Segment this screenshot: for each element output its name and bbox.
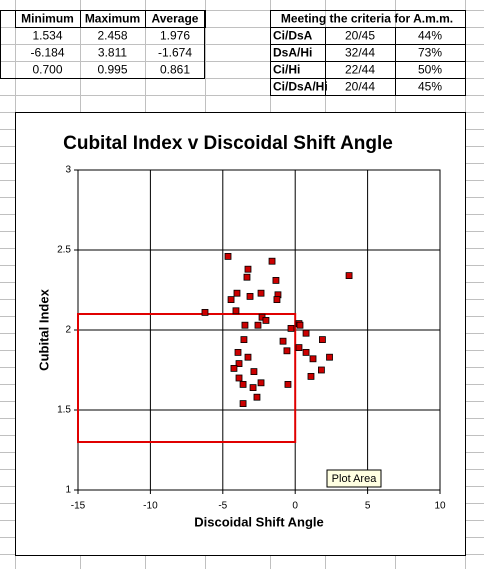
cell: 22/44: [345, 63, 375, 77]
y-tick-label: 1: [65, 485, 71, 496]
column-header: Average: [152, 12, 199, 26]
point: [254, 321, 262, 329]
cell: 3.811: [98, 46, 127, 60]
column-header: Minimum: [21, 12, 74, 26]
point: [283, 347, 291, 355]
cell: 32/44: [345, 46, 375, 60]
point: [262, 316, 270, 324]
column-header: Maximum: [85, 12, 140, 26]
cell: Ci/DsA: [273, 29, 313, 43]
header-cell: [145, 10, 206, 28]
point: [257, 379, 265, 387]
x-tick-label: 0: [292, 501, 298, 512]
point: [233, 289, 241, 297]
cell: 2.458: [97, 29, 127, 43]
point: [234, 348, 242, 356]
point: [244, 265, 252, 273]
cell: 73%: [418, 46, 442, 60]
point: [250, 368, 258, 376]
point: [268, 257, 276, 265]
point: [244, 353, 252, 361]
cell: 20/44: [345, 80, 375, 94]
point: [295, 344, 303, 352]
cell: Ci/DsA/Hi: [273, 80, 328, 94]
point: [302, 348, 310, 356]
point: [249, 384, 257, 392]
x-tick-label: -15: [71, 501, 86, 512]
point: [224, 252, 232, 260]
highlight-box: [77, 313, 297, 443]
point: [240, 336, 248, 344]
chart-area[interactable]: [15, 112, 466, 556]
cell: -6.184: [30, 46, 64, 60]
cell: 0.700: [32, 63, 62, 77]
y-axis-label: Cubital Index: [36, 288, 51, 370]
point: [235, 360, 243, 368]
y-tick-label: 1.5: [57, 405, 71, 416]
point: [345, 272, 353, 280]
point: [319, 336, 326, 344]
cell: -1.674: [158, 46, 192, 60]
point: [243, 273, 251, 281]
point: [309, 355, 317, 363]
point: [227, 296, 235, 304]
point: [201, 308, 209, 316]
x-tick-label: -10: [143, 501, 158, 512]
x-tick-label: 5: [365, 501, 371, 512]
tooltip: Plot Area: [332, 473, 378, 485]
cell: 0.995: [97, 63, 127, 77]
x-axis-label: Discoidal Shift Angle: [194, 514, 324, 529]
point: [307, 372, 315, 380]
point: [326, 353, 333, 361]
cell: 1.976: [160, 29, 190, 43]
x-tick-label: -5: [218, 501, 227, 512]
point: [284, 380, 292, 388]
point: [279, 337, 287, 345]
point: [246, 292, 254, 300]
point: [302, 329, 310, 337]
cell: 0.861: [160, 63, 190, 77]
cell: 20/45: [345, 29, 375, 43]
point: [235, 374, 243, 382]
point: [232, 307, 240, 315]
cell: 44%: [418, 29, 442, 43]
y-tick-label: 3: [65, 165, 71, 176]
point: [239, 380, 247, 388]
y-tick-label: 2: [65, 325, 71, 336]
chart-title: Cubital Index v Discoidal Shift Angle: [63, 133, 393, 154]
point: [318, 366, 325, 374]
point: [287, 324, 295, 332]
plot-area[interactable]: 1 1.5 2 2.5 3 -15 -10 -5 0 5 10: [57, 165, 446, 512]
tables: Minimum Maximum Average 1.534 2.458 1.976 -6.1…: [0, 10, 466, 96]
cell: DsA/Hi: [273, 46, 312, 60]
point: [253, 393, 261, 401]
point: [239, 400, 247, 408]
cell: 50%: [418, 63, 442, 77]
tooltip-box: [326, 469, 382, 488]
point: [257, 289, 265, 297]
x-tick-label: 10: [434, 501, 446, 512]
point: [273, 296, 281, 304]
cell-border: [395, 78, 466, 96]
cell: 1.534: [32, 29, 62, 43]
point: [272, 276, 280, 284]
y-tick-label: 2.5: [57, 245, 71, 256]
cell: Ci/Hi: [273, 63, 300, 77]
point: [230, 364, 238, 372]
cell: 45%: [418, 80, 442, 94]
point: [296, 321, 304, 329]
point: [241, 321, 249, 329]
table-title: Meeting the criteria for A.m.m.: [281, 12, 453, 26]
